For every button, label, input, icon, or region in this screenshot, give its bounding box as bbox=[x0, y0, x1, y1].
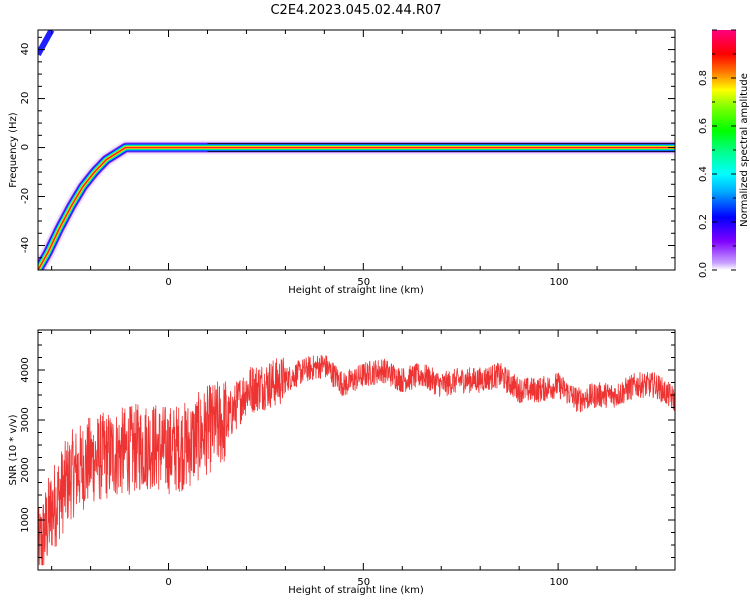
snr-ticks bbox=[38, 330, 676, 571]
spectrogram-frame bbox=[37, 29, 676, 271]
colorbar-tick-08: 0.8 bbox=[698, 70, 709, 86]
colorbar-tick-0: 0.0 bbox=[698, 262, 709, 278]
snr-tick-x0: 0 bbox=[165, 577, 171, 588]
snr-tick-y4000: 4000 bbox=[20, 357, 31, 382]
spectrogram-ridge-layer-0 bbox=[38, 140, 675, 270]
spectrogram-tick-x0: 0 bbox=[165, 277, 171, 288]
spectrogram-tick-y-20: -20 bbox=[20, 188, 31, 204]
colorbar-tick-06: 0.6 bbox=[698, 118, 709, 134]
spectrogram-tick-y40: 40 bbox=[20, 43, 31, 56]
colorbar-ticks bbox=[712, 29, 736, 271]
colorbar: 0.0 0.2 0.4 0.6 0.8 Normalized spectral … bbox=[698, 29, 750, 278]
snr-ylabel: SNR (10 * v/v) bbox=[8, 414, 19, 485]
spectrogram-tick-y20: 20 bbox=[20, 92, 31, 105]
spectrogram-xlabel: Height of straight line (km) bbox=[288, 285, 424, 296]
spectrogram-panel: 0 50 100 Height of straight line (km) -4… bbox=[8, 29, 676, 296]
snr-frame bbox=[37, 329, 676, 571]
spectrogram-heatmap bbox=[38, 30, 675, 270]
spectrogram-ticks bbox=[38, 30, 676, 271]
snr-tick-x50: 50 bbox=[357, 577, 370, 588]
spectrogram-tick-y0: 0 bbox=[20, 144, 31, 150]
colorbar-gradient bbox=[712, 30, 736, 270]
figure-title: C2E4.2023.045.02.44.R07 bbox=[270, 3, 441, 18]
snr-tick-y1000: 1000 bbox=[20, 507, 31, 532]
spectrogram-ylabel: Frequency (Hz) bbox=[8, 112, 19, 188]
spectrogram-upper-streak bbox=[38, 30, 55, 56]
snr-tick-y3000: 3000 bbox=[20, 407, 31, 432]
spectrogram-ridge-layer-4 bbox=[38, 145, 675, 270]
spectrogram-ridge-layer-5 bbox=[38, 146, 675, 270]
snr-tick-y2000: 2000 bbox=[20, 457, 31, 482]
spectrogram-ridge-layer-3 bbox=[38, 144, 675, 270]
colorbar-tick-02: 0.2 bbox=[698, 214, 709, 230]
spectrogram-ridge-layer-1 bbox=[38, 142, 675, 270]
spectrogram-tick-x100: 100 bbox=[549, 277, 568, 288]
snr-xlabel: Height of straight line (km) bbox=[288, 585, 424, 596]
colorbar-label: Normalized spectral amplitude bbox=[739, 73, 750, 227]
snr-tick-x100: 100 bbox=[549, 577, 568, 588]
colorbar-tick-04: 0.4 bbox=[698, 166, 709, 182]
spectrogram-ridge-layer-6 bbox=[38, 146, 675, 270]
snr-series-line bbox=[38, 355, 675, 567]
spectrogram-tick-x50: 50 bbox=[357, 277, 370, 288]
snr-panel: 0 50 100 Height of straight line (km) 10… bbox=[8, 329, 676, 596]
spectrogram-tick-y-40: -40 bbox=[20, 237, 31, 253]
spectrogram-ridge-layer-2 bbox=[38, 143, 675, 270]
